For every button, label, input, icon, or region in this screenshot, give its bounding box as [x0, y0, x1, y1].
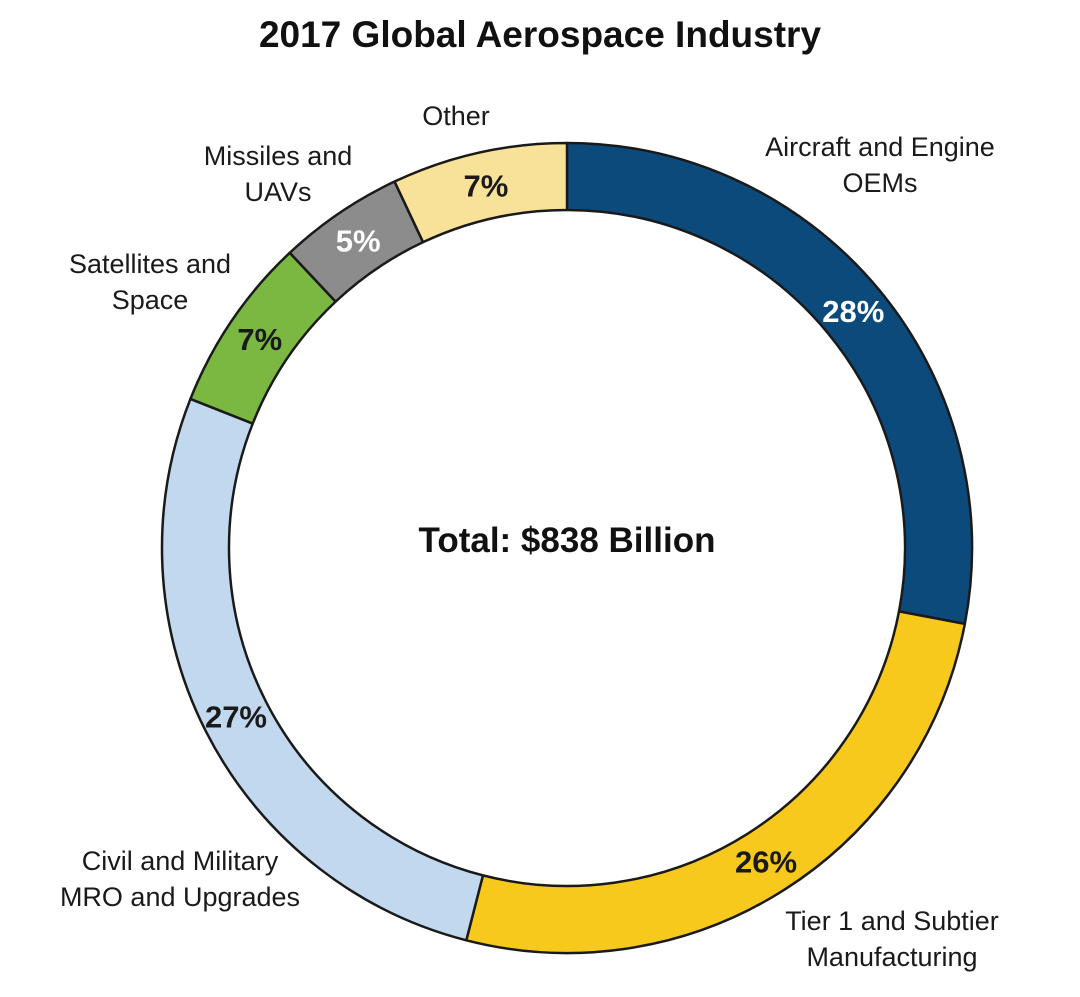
category-label-line: Space: [112, 285, 189, 315]
value-label-satellites-and-space: 7%: [237, 322, 282, 357]
value-label-aircraft-and-engine-oems: 28%: [822, 294, 884, 329]
category-label-line: Aircraft and Engine: [765, 132, 995, 162]
slices-layer: [160, 141, 974, 955]
category-label-line: Manufacturing: [806, 942, 977, 972]
chart-title: 2017 Global Aerospace Industry: [258, 14, 822, 55]
category-label-tier-1-and-subtier-manufacturing: Tier 1 and Subtier Manufacturing: [785, 906, 999, 972]
category-label-line: Missiles and: [204, 141, 353, 171]
category-label-line: Satellites and: [69, 249, 231, 279]
category-label-satellites-and-space: Satellites and Space: [69, 249, 231, 315]
category-label-civil-and-military-mro-and-upgrades: Civil and Military MRO and Upgrades: [60, 846, 300, 912]
category-label-line: MRO and Upgrades: [60, 882, 300, 912]
category-label-line: UAVs: [244, 177, 311, 207]
slice-tier-1-and-subtier-manufacturing: [465, 610, 967, 955]
category-label-line: Tier 1 and Subtier: [785, 906, 999, 936]
labels-layer: 28% Aircraft and Engine OEMs 26% Tier 1 and …: [60, 101, 999, 972]
center-total-label: Total: $838 Billion: [419, 521, 716, 560]
value-label-civil-and-military-mro-and-upgrades: 27%: [205, 700, 267, 735]
category-label-missiles-and-uavs: Missiles and UAVs: [204, 141, 353, 207]
category-label-line: Civil and Military: [82, 846, 279, 876]
slice-other: [393, 141, 569, 244]
category-label-other: Other: [422, 101, 490, 131]
value-label-missiles-and-uavs: 5%: [336, 224, 381, 259]
value-label-other: 7%: [464, 168, 509, 203]
value-label-tier-1-and-subtier-manufacturing: 26%: [735, 845, 797, 880]
category-label-line: OEMs: [842, 168, 917, 198]
category-label-line: Other: [422, 101, 490, 131]
category-label-aircraft-and-engine-oems: Aircraft and Engine OEMs: [765, 132, 995, 198]
